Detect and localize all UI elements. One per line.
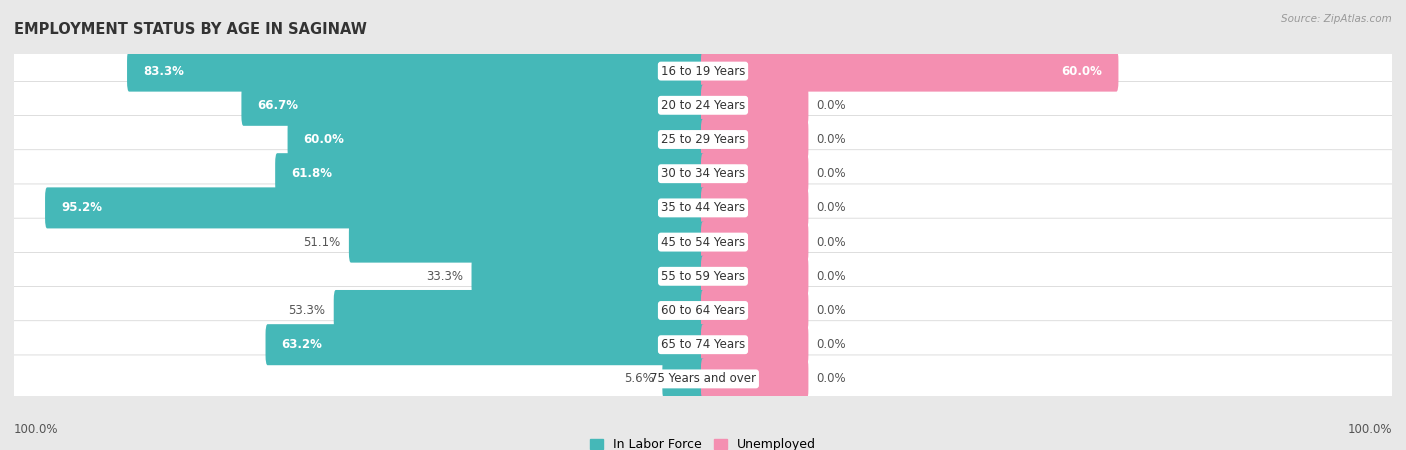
Text: 83.3%: 83.3% [143, 65, 184, 77]
FancyBboxPatch shape [702, 256, 808, 297]
Text: 63.2%: 63.2% [281, 338, 322, 351]
FancyBboxPatch shape [13, 355, 1393, 403]
Text: 0.0%: 0.0% [817, 338, 846, 351]
FancyBboxPatch shape [13, 287, 1393, 334]
FancyBboxPatch shape [266, 324, 704, 365]
FancyBboxPatch shape [13, 252, 1393, 300]
FancyBboxPatch shape [13, 47, 1393, 95]
Text: 65 to 74 Years: 65 to 74 Years [661, 338, 745, 351]
FancyBboxPatch shape [13, 81, 1393, 129]
FancyBboxPatch shape [13, 321, 1393, 369]
Text: 66.7%: 66.7% [257, 99, 298, 112]
FancyBboxPatch shape [288, 119, 704, 160]
Text: 100.0%: 100.0% [14, 423, 59, 436]
Text: 95.2%: 95.2% [60, 202, 101, 214]
Text: 100.0%: 100.0% [1347, 423, 1392, 436]
FancyBboxPatch shape [13, 150, 1393, 198]
Text: 0.0%: 0.0% [817, 373, 846, 385]
FancyBboxPatch shape [242, 85, 704, 126]
FancyBboxPatch shape [13, 218, 1393, 266]
Text: 25 to 29 Years: 25 to 29 Years [661, 133, 745, 146]
Text: 0.0%: 0.0% [817, 304, 846, 317]
FancyBboxPatch shape [702, 290, 808, 331]
FancyBboxPatch shape [333, 290, 704, 331]
Text: 60.0%: 60.0% [1062, 65, 1102, 77]
FancyBboxPatch shape [702, 221, 808, 263]
FancyBboxPatch shape [349, 221, 704, 263]
Text: 33.3%: 33.3% [426, 270, 463, 283]
Text: 0.0%: 0.0% [817, 202, 846, 214]
Text: 30 to 34 Years: 30 to 34 Years [661, 167, 745, 180]
FancyBboxPatch shape [702, 50, 1118, 92]
Text: 53.3%: 53.3% [288, 304, 325, 317]
Text: 51.1%: 51.1% [304, 236, 340, 248]
FancyBboxPatch shape [662, 358, 704, 400]
FancyBboxPatch shape [702, 119, 808, 160]
FancyBboxPatch shape [702, 324, 808, 365]
Text: 5.6%: 5.6% [624, 373, 654, 385]
Text: 60.0%: 60.0% [304, 133, 344, 146]
Text: 0.0%: 0.0% [817, 270, 846, 283]
FancyBboxPatch shape [13, 184, 1393, 232]
Text: 75 Years and over: 75 Years and over [650, 373, 756, 385]
FancyBboxPatch shape [702, 153, 808, 194]
Text: EMPLOYMENT STATUS BY AGE IN SAGINAW: EMPLOYMENT STATUS BY AGE IN SAGINAW [14, 22, 367, 37]
Text: 0.0%: 0.0% [817, 236, 846, 248]
Legend: In Labor Force, Unemployed: In Labor Force, Unemployed [591, 438, 815, 450]
Text: 60 to 64 Years: 60 to 64 Years [661, 304, 745, 317]
Text: 45 to 54 Years: 45 to 54 Years [661, 236, 745, 248]
FancyBboxPatch shape [702, 358, 808, 400]
Text: 55 to 59 Years: 55 to 59 Years [661, 270, 745, 283]
Text: Source: ZipAtlas.com: Source: ZipAtlas.com [1281, 14, 1392, 23]
Text: 20 to 24 Years: 20 to 24 Years [661, 99, 745, 112]
FancyBboxPatch shape [45, 187, 704, 229]
Text: 35 to 44 Years: 35 to 44 Years [661, 202, 745, 214]
FancyBboxPatch shape [702, 187, 808, 229]
Text: 0.0%: 0.0% [817, 133, 846, 146]
FancyBboxPatch shape [13, 116, 1393, 163]
Text: 61.8%: 61.8% [291, 167, 332, 180]
Text: 0.0%: 0.0% [817, 167, 846, 180]
Text: 0.0%: 0.0% [817, 99, 846, 112]
FancyBboxPatch shape [276, 153, 704, 194]
Text: 16 to 19 Years: 16 to 19 Years [661, 65, 745, 77]
FancyBboxPatch shape [471, 256, 704, 297]
FancyBboxPatch shape [127, 50, 704, 92]
FancyBboxPatch shape [702, 85, 808, 126]
